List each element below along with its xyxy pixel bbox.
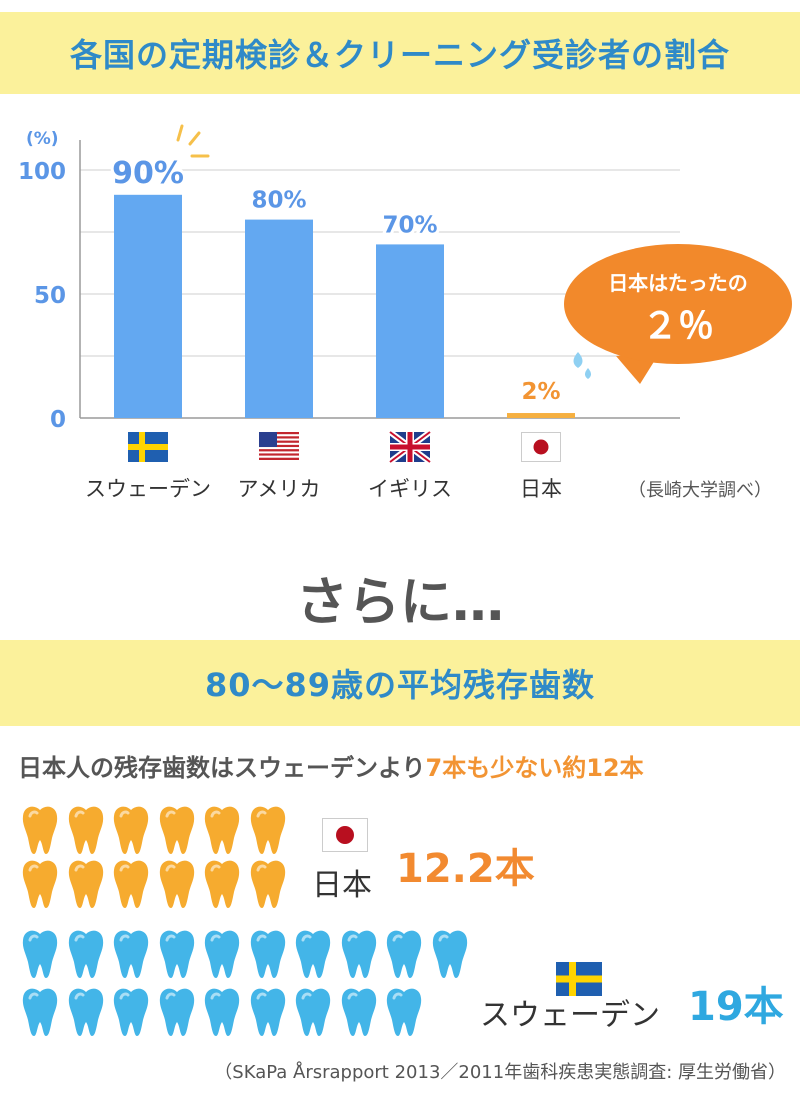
bar (376, 244, 444, 418)
sweat-drop-icon (573, 352, 583, 368)
japan-flag-icon (521, 432, 561, 462)
teeth-title: 80〜89歳の平均残存歯数 (204, 666, 596, 704)
bar (507, 413, 575, 418)
subheading: さらに… (295, 573, 504, 633)
tooth-icon (293, 986, 333, 1038)
tooth-icon (248, 858, 288, 910)
sweden-tooth-count: 19本 (688, 984, 784, 1030)
tooth-icon (384, 986, 424, 1038)
bar (114, 194, 182, 418)
japan-label: 日本 (312, 868, 372, 903)
tooth-icon (430, 928, 470, 980)
tooth-icon (111, 986, 151, 1038)
tooth-icon (339, 986, 379, 1038)
sparkle-line (176, 124, 184, 142)
japan-tooth-count: 12.2本 (396, 846, 535, 892)
tooth-icon (20, 986, 60, 1038)
tooth-icon (66, 804, 106, 856)
chart-title: 各国の定期検診＆クリーニング受診者の割合 (69, 36, 730, 74)
data-label: 80% (251, 188, 306, 214)
x-tick-label: スウェーデン (85, 477, 211, 501)
tooth-icon (202, 986, 242, 1038)
tooth-icon (202, 804, 242, 856)
teeth-source-note: （SKaPa Årsrapport 2013／2011年歯科疾患実態調査: 厚生… (214, 1062, 786, 1083)
tooth-icon (248, 986, 288, 1038)
tooth-icon (157, 986, 197, 1038)
bar-chart: 0 50 100 (%) 90% スウェーデン 80% アメリカ 70% イギリス 2% 日本 （長崎大… (18, 124, 792, 501)
usa-flag-icon (259, 432, 299, 463)
teeth-description-prefix: 日本人の残存歯数はスウェーデンより (18, 754, 426, 782)
tooth-icon (248, 804, 288, 856)
tooth-icon (157, 804, 197, 856)
tooth-icon (66, 928, 106, 980)
callout-bubble (564, 244, 792, 364)
tooth-icon (20, 804, 60, 856)
callout-text-line1: 日本はたったの (608, 271, 748, 295)
callout-text-line2: ２％ (642, 306, 714, 347)
data-label: 90% (112, 156, 184, 191)
tooth-icon (202, 858, 242, 910)
teeth-description: 日本人の残存歯数はスウェーデンより7本も少ない約12本 (18, 748, 644, 783)
tooth-icon (157, 858, 197, 910)
y-axis-unit: (%) (26, 129, 59, 149)
chart-source-note: （長崎大学調べ） (628, 480, 772, 501)
tooth-icon (111, 804, 151, 856)
sweat-drop-icon (585, 368, 591, 379)
tooth-icon (20, 928, 60, 980)
x-tick-label: 日本 (520, 477, 562, 501)
tooth-icon (111, 928, 151, 980)
uk-flag-icon (388, 429, 432, 465)
sparkle-line (188, 131, 201, 146)
y-tick-label: 50 (34, 283, 66, 309)
tooth-icon (248, 928, 288, 980)
tooth-icon (111, 858, 151, 910)
x-tick-label: アメリカ (238, 477, 321, 501)
tooth-icon (20, 858, 60, 910)
tooth-icon (202, 928, 242, 980)
tooth-icon (339, 928, 379, 980)
japan-flag-icon (322, 818, 368, 852)
data-label: 2% (521, 379, 560, 405)
tooth-icon (293, 928, 333, 980)
tooth-icon (66, 858, 106, 910)
bar (245, 219, 313, 418)
sweden-flag-icon (556, 962, 602, 996)
y-tick-label: 100 (18, 159, 66, 185)
sweden-flag-icon (128, 432, 168, 462)
teeth-title-banner: 80〜89歳の平均残存歯数 (0, 640, 800, 726)
chart-title-banner: 各国の定期検診＆クリーニング受診者の割合 (0, 12, 800, 94)
y-tick-label: 0 (50, 407, 66, 433)
tooth-icon (66, 986, 106, 1038)
x-tick-label: イギリス (368, 477, 452, 501)
tooth-icon (157, 928, 197, 980)
sweden-label: スウェーデン (480, 998, 660, 1033)
data-label: 70% (382, 212, 437, 238)
teeth-description-highlight: 7本も少ない約12本 (425, 754, 644, 782)
tooth-icon (384, 928, 424, 980)
